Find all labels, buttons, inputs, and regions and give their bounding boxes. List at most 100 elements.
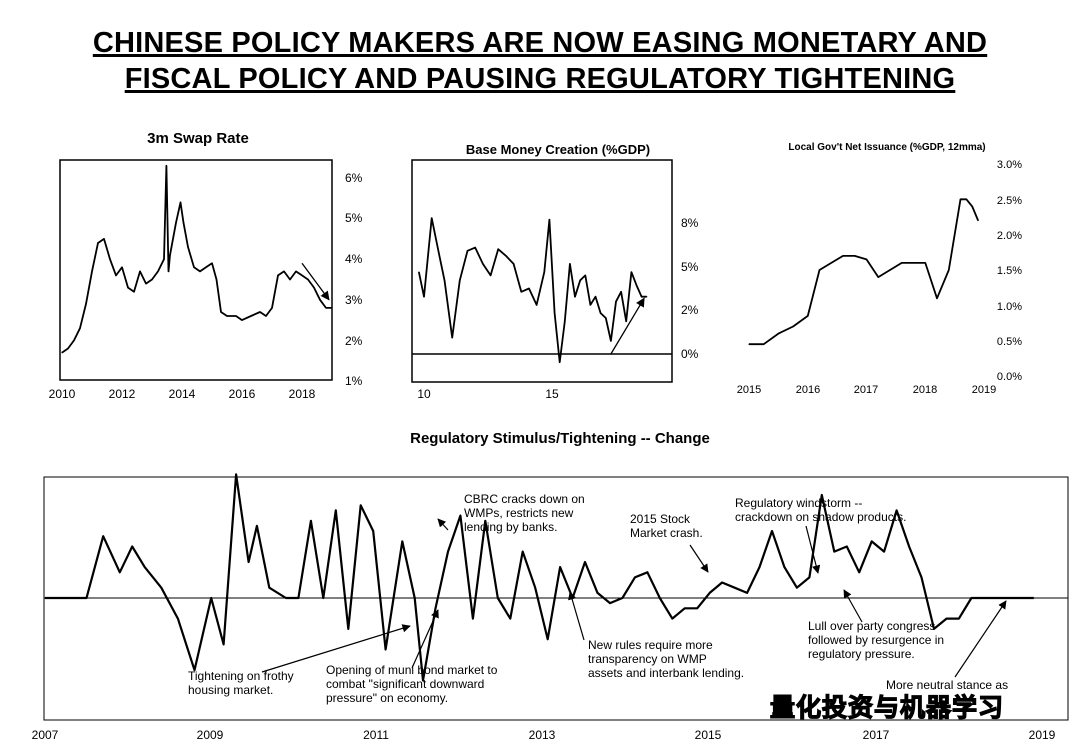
reg-data-point (671, 618, 673, 620)
swap-data-point (295, 270, 297, 272)
lgov-data-point (818, 269, 821, 271)
lgov-data-point (889, 269, 891, 271)
base-data-point (605, 317, 607, 319)
reg-data-point (596, 592, 599, 594)
swap-y-tick-label: 6% (345, 171, 363, 185)
reg-data-point (796, 587, 798, 589)
reg-data-point (472, 618, 474, 620)
reg-series-line (45, 473, 1034, 682)
swap-data-point (307, 278, 309, 281)
swap-data-point (121, 266, 123, 268)
base-y-tick-label: 5% (681, 260, 699, 274)
reg-data-point (945, 618, 948, 620)
reg-annotation-text: housing market. (188, 683, 273, 697)
base-data-point (482, 263, 484, 265)
reg-data-point (177, 618, 179, 620)
base-x-tick-label: 15 (545, 387, 559, 401)
reg-data-point (434, 607, 437, 609)
base-data-point (423, 296, 425, 298)
reg-data-point (883, 551, 885, 553)
reg-data-point (621, 597, 624, 599)
reg-data-point (459, 515, 461, 517)
reg-annotation-text: CBRC cracks down on (464, 492, 585, 506)
lgov-chart-title: Local Gov't Net Issuance (%GDP, 12mma) (788, 142, 985, 153)
reg-data-point (995, 597, 997, 599)
swap-data-point (215, 278, 218, 281)
base-data-point (505, 255, 507, 257)
reg-annotation-text: regulatory pressure. (808, 647, 915, 661)
swap-data-point (91, 270, 93, 272)
swap-data-point (226, 315, 228, 317)
swap-data-point (265, 315, 267, 317)
swap-y-tick-label: 3% (345, 293, 363, 307)
base-data-point (625, 320, 627, 322)
reg-data-point (871, 540, 873, 543)
reg-data-point (256, 525, 258, 527)
base-data-point (635, 284, 638, 286)
lgov-y-tick-label: 0.0% (997, 371, 1022, 383)
reg-data-point (484, 520, 486, 522)
lgov-data-point (912, 262, 915, 264)
swap-data-point (241, 319, 243, 321)
reg-annotation-arrow (954, 600, 1007, 678)
lgov-data-point (948, 269, 950, 271)
swap-data-point (157, 270, 159, 272)
reg-data-point (310, 520, 312, 522)
base-data-point (574, 296, 576, 298)
swap-chart-title: 3m Swap Rate (147, 130, 249, 147)
swap-data-point (182, 222, 185, 224)
reg-annotation-arrow (568, 591, 585, 641)
reg-annotation-arrow (689, 544, 709, 573)
base-series-line (418, 217, 647, 364)
reg-data-point (659, 597, 661, 599)
base-data-point (418, 271, 420, 273)
swap-x-tick-label: 2012 (109, 387, 136, 401)
lgov-y-tick-label: 2.5% (997, 195, 1022, 207)
swap-data-point (139, 270, 141, 272)
base-data-point (620, 291, 622, 293)
base-x-tick-label: 10 (417, 387, 431, 401)
reg-annotation-text: More neutral stance as (886, 678, 1008, 692)
base-chart-title: Base Money Creation (%GDP) (466, 142, 650, 157)
base-plot-frame (411, 159, 673, 383)
reg-annotation-text: Regulatory windstorm -- (735, 496, 862, 510)
base-data-point (600, 312, 602, 314)
lgov-data-point (877, 276, 879, 278)
lgov-y-tick-label: 1.5% (997, 265, 1022, 277)
reg-data-point (833, 551, 835, 553)
lgov-data-point (842, 255, 844, 257)
lgov-data-point (924, 262, 926, 264)
lgov-data-point (854, 255, 856, 257)
swap-data-point (271, 307, 273, 309)
base-data-point (564, 320, 566, 322)
base-data-point (490, 274, 492, 276)
swap-data-point (109, 258, 111, 260)
reg-annotation-text: Market crash. (630, 526, 703, 540)
reg-annotation-arrow (843, 589, 863, 623)
lgov-data-point (807, 315, 809, 317)
swap-data-point (325, 307, 327, 309)
reg-data-point (223, 643, 225, 646)
swap-x-tick-label: 2010 (49, 387, 76, 401)
lgov-y-tick-label: 3.0% (997, 159, 1022, 171)
base-data-point (459, 279, 461, 281)
reg-annotation-text: transparency on WMP (588, 652, 707, 666)
lgov-y-tick-label: 0.5% (997, 336, 1022, 348)
base-data-point (584, 274, 586, 276)
lgov-data-point (965, 198, 968, 200)
reg-data-point (102, 535, 104, 537)
lgov-data-point (748, 343, 750, 345)
reg-annotation-text: 2015 Stock (630, 512, 691, 526)
reg-annotation-arrow (411, 609, 439, 669)
reg-data-point (193, 669, 196, 671)
reg-data-point (1020, 597, 1022, 599)
base-data-point (646, 296, 648, 298)
lgov-series-line (749, 198, 979, 346)
swap-data-point (175, 222, 177, 224)
reg-data-point (297, 597, 299, 599)
base-y-tick-label: 0% (681, 347, 699, 361)
reg-data-point (235, 473, 237, 475)
reg-data-point (958, 618, 960, 620)
lgov-data-point (936, 297, 938, 299)
